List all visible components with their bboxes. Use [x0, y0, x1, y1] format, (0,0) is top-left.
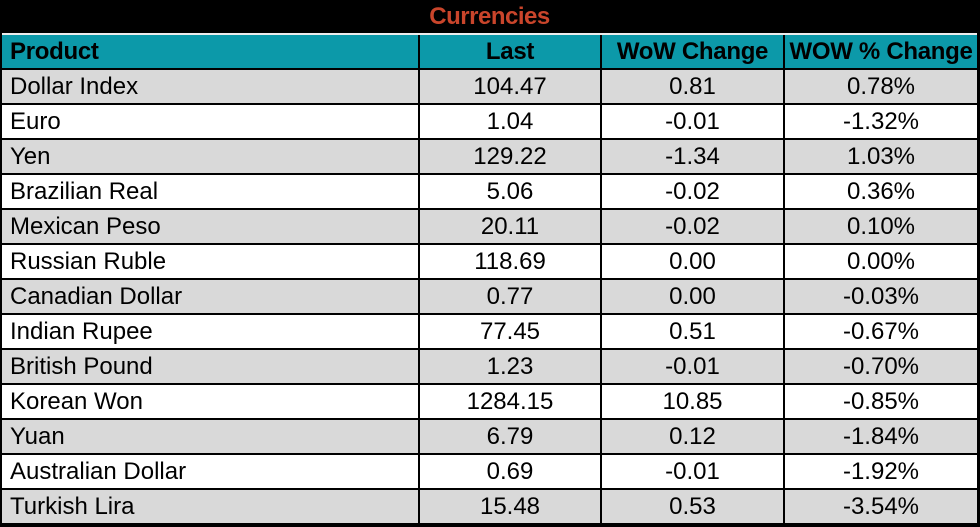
wow-change-cell: 0.00	[600, 280, 783, 313]
wow-change-cell: -0.02	[600, 175, 783, 208]
wow-pct-change-cell: -0.70%	[783, 350, 977, 383]
table-body: Dollar Index 104.47 0.81 0.78% Euro 1.04…	[2, 68, 977, 523]
table-row: Dollar Index 104.47 0.81 0.78%	[2, 68, 977, 103]
wow-pct-change-cell: -1.32%	[783, 105, 977, 138]
last-cell: 1284.15	[418, 385, 600, 418]
title-bar: Currencies	[2, 0, 977, 35]
wow-change-cell: 0.81	[600, 70, 783, 103]
table-row: Australian Dollar 0.69 -0.01 -1.92%	[2, 453, 977, 488]
product-cell: Mexican Peso	[10, 212, 161, 240]
table-row: Korean Won 1284.15 10.85 -0.85%	[2, 383, 977, 418]
wow-pct-change-cell: -1.84%	[783, 420, 977, 453]
last-cell: 129.22	[418, 140, 600, 173]
wow-change-cell: 0.53	[600, 490, 783, 523]
column-header-last: Last	[418, 35, 600, 68]
column-header-product: Product	[10, 37, 99, 65]
product-cell: Indian Rupee	[10, 317, 153, 345]
table-header-row: Product Last WoW Change WOW % Change	[2, 35, 977, 68]
product-cell: Euro	[10, 107, 61, 135]
wow-pct-change-cell: 0.36%	[783, 175, 977, 208]
wow-pct-change-cell: 0.10%	[783, 210, 977, 243]
table-row: Indian Rupee 77.45 0.51 -0.67%	[2, 313, 977, 348]
table-row: Canadian Dollar 0.77 0.00 -0.03%	[2, 278, 977, 313]
wow-change-cell: 0.00	[600, 245, 783, 278]
wow-change-cell: -0.01	[600, 105, 783, 138]
product-cell: British Pound	[10, 352, 153, 380]
product-cell: Yen	[10, 142, 51, 170]
last-cell: 5.06	[418, 175, 600, 208]
last-cell: 104.47	[418, 70, 600, 103]
wow-pct-change-cell: -0.85%	[783, 385, 977, 418]
wow-pct-change-cell: 0.00%	[783, 245, 977, 278]
wow-change-cell: -0.02	[600, 210, 783, 243]
wow-pct-change-cell: 1.03%	[783, 140, 977, 173]
product-cell: Dollar Index	[10, 72, 139, 100]
wow-change-cell: -0.01	[600, 455, 783, 488]
product-cell: Korean Won	[10, 387, 143, 415]
product-cell: Canadian Dollar	[10, 282, 183, 310]
wow-change-cell: 0.12	[600, 420, 783, 453]
table-row: Russian Ruble 118.69 0.00 0.00%	[2, 243, 977, 278]
column-header-wow-change: WoW Change	[600, 35, 783, 68]
wow-pct-change-cell: -0.03%	[783, 280, 977, 313]
product-cell: Turkish Lira	[10, 492, 135, 520]
column-header-wow-pct-change: WOW % Change	[783, 35, 977, 68]
table-row: Mexican Peso 20.11 -0.02 0.10%	[2, 208, 977, 243]
wow-change-cell: -1.34	[600, 140, 783, 173]
product-cell: Australian Dollar	[10, 457, 187, 485]
last-cell: 0.77	[418, 280, 600, 313]
last-cell: 0.69	[418, 455, 600, 488]
product-cell: Brazilian Real	[10, 177, 159, 205]
wow-pct-change-cell: -1.92%	[783, 455, 977, 488]
wow-change-cell: 0.51	[600, 315, 783, 348]
wow-change-cell: -0.01	[600, 350, 783, 383]
table-title: Currencies	[429, 2, 550, 30]
last-cell: 77.45	[418, 315, 600, 348]
table-row: Turkish Lira 15.48 0.53 -3.54%	[2, 488, 977, 523]
last-cell: 118.69	[418, 245, 600, 278]
wow-pct-change-cell: -3.54%	[783, 490, 977, 523]
last-cell: 20.11	[418, 210, 600, 243]
last-cell: 6.79	[418, 420, 600, 453]
wow-pct-change-cell: -0.67%	[783, 315, 977, 348]
product-cell: Yuan	[10, 422, 65, 450]
table-row: British Pound 1.23 -0.01 -0.70%	[2, 348, 977, 383]
last-cell: 15.48	[418, 490, 600, 523]
last-cell: 1.23	[418, 350, 600, 383]
table-row: Euro 1.04 -0.01 -1.32%	[2, 103, 977, 138]
wow-pct-change-cell: 0.78%	[783, 70, 977, 103]
last-cell: 1.04	[418, 105, 600, 138]
product-cell: Russian Ruble	[10, 247, 167, 275]
wow-change-cell: 10.85	[600, 385, 783, 418]
table-row: Yuan 6.79 0.12 -1.84%	[2, 418, 977, 453]
table-row: Brazilian Real 5.06 -0.02 0.36%	[2, 173, 977, 208]
table-row: Yen 129.22 -1.34 1.03%	[2, 138, 977, 173]
